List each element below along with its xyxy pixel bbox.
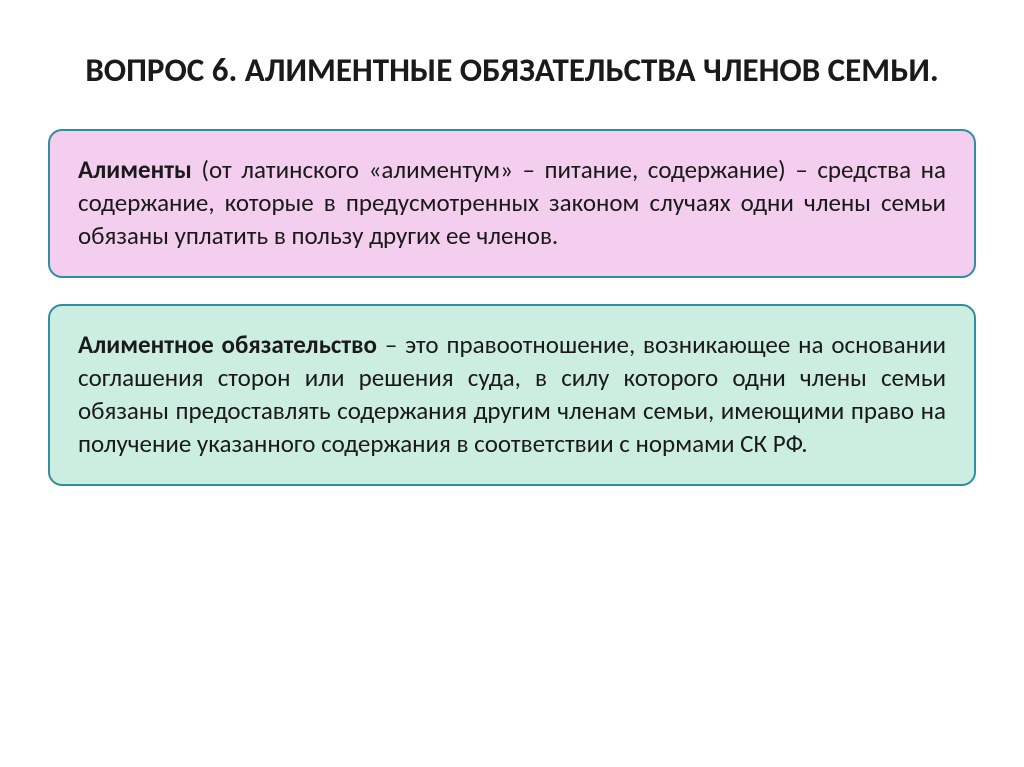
term-alimony: Алименты bbox=[78, 154, 192, 185]
definition-text-alimony: (от латинского «алиментум» – питание, со… bbox=[78, 154, 946, 251]
slide: ВОПРОС 6. АЛИМЕНТНЫЕ ОБЯЗАТЕЛЬСТВА ЧЛЕНО… bbox=[0, 0, 1024, 767]
definition-box-alimony: Алименты (от латинского «алиментум» – пи… bbox=[48, 129, 976, 278]
definition-box-obligation: Алиментное обязательство – это правоотно… bbox=[48, 304, 976, 486]
slide-title: ВОПРОС 6. АЛИМЕНТНЫЕ ОБЯЗАТЕЛЬСТВА ЧЛЕНО… bbox=[48, 50, 976, 91]
term-obligation: Алиментное обязательство bbox=[78, 329, 377, 360]
